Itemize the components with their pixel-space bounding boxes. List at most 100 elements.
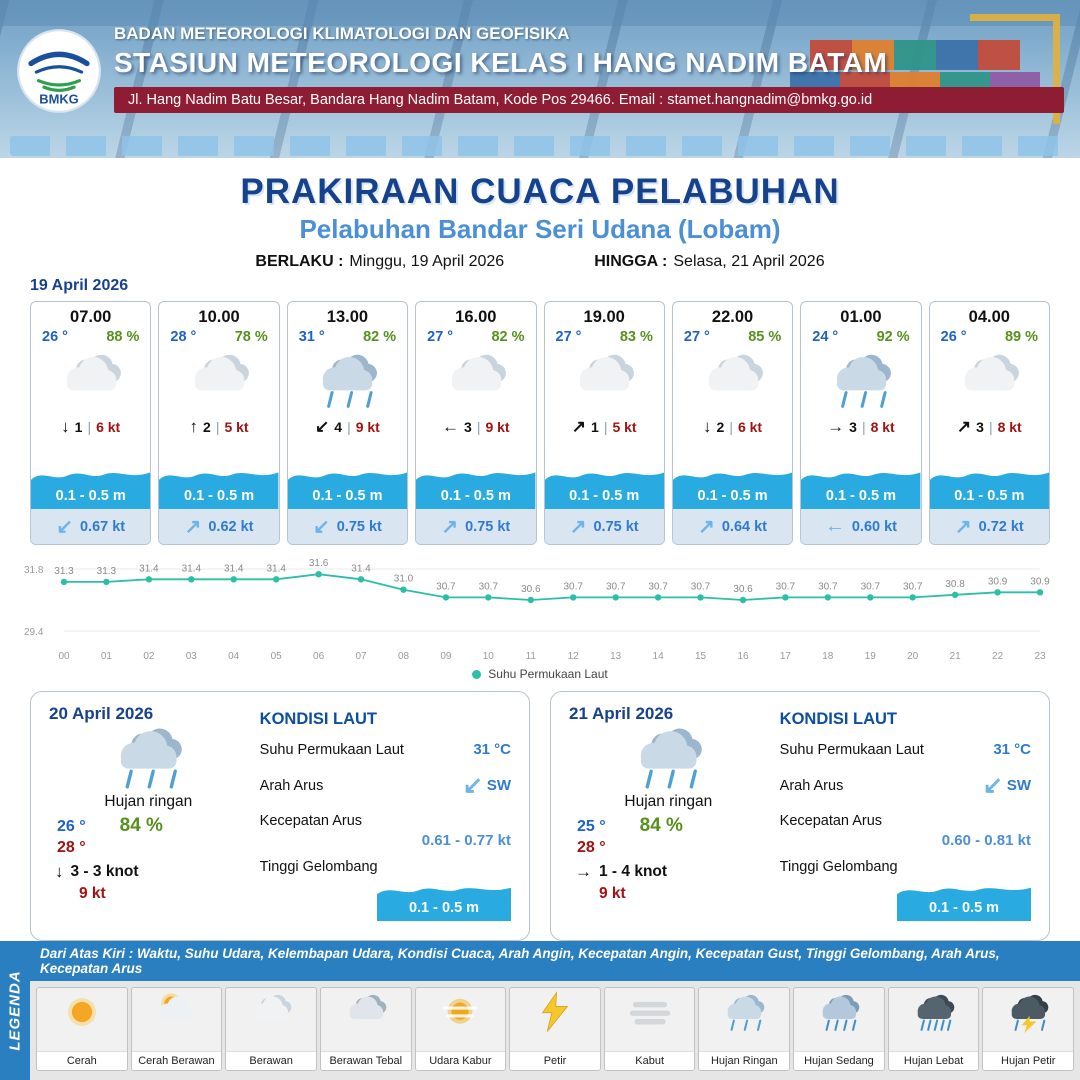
weather-icon (416, 345, 535, 415)
separator: | (476, 419, 481, 435)
sea-conditions: KONDISI LAUT Suhu Permukaan Laut 31 °C A… (780, 704, 1031, 928)
valid-until: HINGGA : Selasa, 21 April 2026 (594, 253, 824, 271)
daily-humidity: 84 % (119, 815, 163, 836)
wind-speed: 6 kt (737, 419, 763, 435)
forecast-section: 19 April 2026 07.00 26 ° 88 % ↓ 1 | 6 kt… (0, 273, 1080, 545)
wind-value: 2 (203, 419, 211, 435)
daily-wind-row: ↓ 3 - 3 knot (49, 862, 248, 882)
current-row: ↙ 0.75 kt (287, 509, 408, 544)
current-direction-icon: ↙ (56, 516, 73, 538)
legend-banner-label: LEGENDA (6, 970, 24, 1051)
wave-height-label: Tinggi Gelombang (779, 859, 898, 875)
legend-item: Berawan (225, 987, 317, 1071)
sea-conditions-title: KONDISI LAUT (259, 710, 377, 728)
humidity: 82 % (363, 329, 397, 345)
daily-wind-row: → 1 - 4 knot (569, 862, 768, 882)
wave-height: 0.1 - 0.5 m (697, 488, 768, 504)
legend-weather-icon (813, 991, 865, 1038)
daily-temp-min: 25 ° (577, 818, 606, 835)
svg-text:30.7: 30.7 (691, 581, 711, 592)
svg-text:30.7: 30.7 (861, 581, 881, 592)
current-direction-wrap: ↙ SW (463, 771, 511, 800)
legend-item: Hujan Ringan (698, 987, 791, 1071)
air-temperature: 31 ° (298, 329, 325, 345)
current-direction-wrap: ↙ SW (983, 771, 1031, 800)
legend-weather-icon (340, 991, 392, 1038)
sst-value: 31 °C (993, 741, 1031, 758)
wind-speed: 5 kt (224, 419, 249, 435)
svg-text:31.4: 31.4 (182, 563, 202, 574)
legend-weather-icon (245, 991, 297, 1038)
legend-item: Hujan Sedang (793, 987, 885, 1071)
svg-text:12: 12 (568, 651, 580, 662)
svg-text:30.9: 30.9 (1030, 576, 1050, 587)
current-speed-label: Kecepatan Arus (259, 813, 363, 829)
humidity: 78 % (234, 329, 268, 345)
separator: | (603, 419, 608, 435)
current-direction-icon: ↗ (698, 516, 715, 538)
valid-from-value: Minggu, 19 April 2026 (349, 253, 505, 270)
svg-text:30.7: 30.7 (479, 581, 499, 592)
svg-text:07: 07 (355, 651, 367, 662)
chart-legend: Suhu Permukaan Laut (20, 667, 1060, 681)
legend-weather-icon (1002, 991, 1054, 1038)
daily-forecast-card: 20 April 2026 Hujan ringan 26 ° 84 % 28 … (30, 691, 530, 941)
current-direction-icon: ↗ (184, 516, 202, 538)
legend-label: Hujan Ringan (699, 1051, 790, 1070)
separator: | (988, 419, 993, 435)
humidity: 89 % (1004, 329, 1038, 345)
sst-line-chart: 31.8 29.4 31.3 00 31.3 01 31.4 02 31.4 03 31.4 04 31… (24, 558, 1050, 662)
wave-height-band: 0.1 - 0.5 m (672, 463, 793, 509)
temp-humidity-row: 26 ° 89 % (930, 329, 1049, 345)
bmkg-logo: BMKG (16, 28, 102, 114)
legend-series-label: Suhu Permukaan Laut (488, 667, 608, 681)
daily-wind-direction-icon: ↓ (55, 862, 64, 881)
current-speed-value: 0.60 - 0.81 kt (941, 832, 1031, 849)
svg-text:30.7: 30.7 (436, 581, 456, 592)
weather-icon (159, 345, 278, 415)
current-speed: 0.75 kt (465, 518, 511, 535)
svg-text:11: 11 (526, 651, 537, 662)
legend-label: Hujan Petir (983, 1051, 1074, 1070)
svg-text:02: 02 (143, 651, 155, 662)
legend-label: Cerah Berawan (131, 1051, 222, 1070)
separator: | (215, 419, 220, 435)
legend-weather-icon (434, 991, 486, 1038)
legend-weather-icon (529, 991, 581, 1038)
current-row: ↙ 0.67 kt (31, 509, 151, 544)
wind-row: ↓ 1 | 6 kt (31, 415, 150, 443)
svg-text:30.9: 30.9 (988, 576, 1008, 587)
daily-forecast-card: 21 April 2026 Hujan ringan 25 ° 84 % 28 … (550, 691, 1050, 941)
svg-text:31.6: 31.6 (309, 558, 329, 569)
svg-text:29.4: 29.4 (24, 627, 44, 638)
current-row: ↗ 0.64 kt (672, 509, 793, 544)
forecast-time: 16.00 (455, 308, 497, 326)
wind-direction-icon: ↗ (956, 417, 972, 436)
current-row: ↗ 0.62 kt (159, 509, 279, 544)
daily-weather-icon (622, 722, 714, 797)
svg-text:10: 10 (483, 651, 495, 662)
wave-height-band: 0.1 - 0.5 m (287, 463, 408, 509)
current-direction-label: Arah Arus (779, 777, 844, 794)
temp-humidity-row: 27 ° 85 % (673, 329, 792, 345)
temp-humidity-row: 31 ° 82 % (288, 329, 407, 345)
svg-text:22: 22 (992, 651, 1004, 662)
wind-value: 3 (976, 419, 984, 435)
wind-speed: 8 kt (997, 419, 1022, 435)
legend-description: Dari Atas Kiri : Waktu, Suhu Udara, Kele… (30, 941, 1080, 981)
wave-height: 0.1 - 0.5 m (184, 488, 255, 504)
wave-height: 0.1 - 0.5 m (440, 488, 511, 504)
legend-weather-icon (624, 991, 676, 1038)
current-speed: 0.64 kt (721, 518, 768, 535)
svg-text:21: 21 (950, 651, 962, 662)
current-speed: 0.75 kt (336, 518, 382, 535)
forecast-card: 07.00 26 ° 88 % ↓ 1 | 6 kt 0.1 - 0.5 m ↙… (30, 301, 152, 545)
air-temperature: 24 ° (812, 329, 839, 345)
daily-weather-summary: 20 April 2026 Hujan ringan 26 ° 84 % 28 … (49, 704, 248, 928)
validity-row: BERLAKU : Minggu, 19 April 2026 HINGGA : S… (0, 253, 1080, 271)
legend-marker-icon (472, 669, 482, 679)
svg-text:30.7: 30.7 (648, 581, 668, 592)
sst-row: Suhu Permukaan Laut 31 °C (780, 741, 1031, 758)
svg-text:13: 13 (610, 651, 622, 662)
